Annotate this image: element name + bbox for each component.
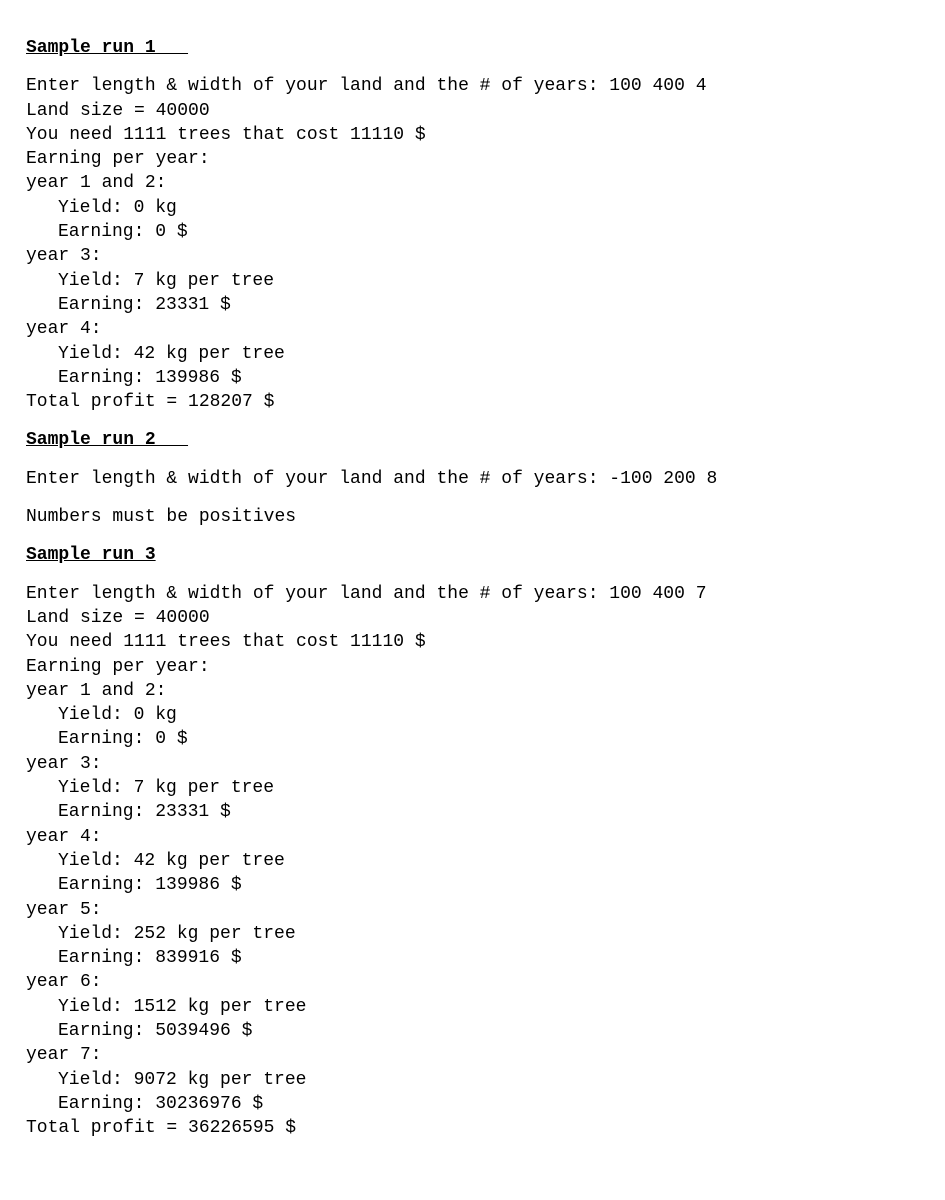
- heading-run3: Sample run 3: [26, 543, 919, 567]
- text-line: Earning per year:: [26, 147, 919, 171]
- heading-run1: Sample run 1: [26, 36, 919, 60]
- heading-run2: Sample run 2: [26, 428, 919, 452]
- text-line: Enter length & width of your land and th…: [26, 582, 919, 606]
- text-line: Yield: 1512 kg per tree: [26, 995, 919, 1019]
- text-line: year 3:: [26, 752, 919, 776]
- text-line: Earning per year:: [26, 655, 919, 679]
- text-line: Earning: 23331 $: [26, 800, 919, 824]
- text-line: Earning: 139986 $: [26, 873, 919, 897]
- text-line: year 1 and 2:: [26, 679, 919, 703]
- text-line: year 6:: [26, 970, 919, 994]
- text-line: year 4:: [26, 317, 919, 341]
- blank-line: [26, 491, 919, 505]
- text-line: year 3:: [26, 244, 919, 268]
- text-line: Yield: 7 kg per tree: [26, 269, 919, 293]
- text-line: Numbers must be positives: [26, 505, 919, 529]
- text-line: Earning: 23331 $: [26, 293, 919, 317]
- text-line: Earning: 139986 $: [26, 366, 919, 390]
- text-line: Total profit = 128207 $: [26, 390, 919, 414]
- text-line: Earning: 30236976 $: [26, 1092, 919, 1116]
- text-line: You need 1111 trees that cost 11110 $: [26, 123, 919, 147]
- text-line: Earning: 0 $: [26, 220, 919, 244]
- text-line: Yield: 0 kg: [26, 196, 919, 220]
- text-line: Earning: 839916 $: [26, 946, 919, 970]
- text-line: year 4:: [26, 825, 919, 849]
- text-line: Yield: 7 kg per tree: [26, 776, 919, 800]
- text-line: year 5:: [26, 898, 919, 922]
- text-line: year 1 and 2:: [26, 171, 919, 195]
- text-line: year 7:: [26, 1043, 919, 1067]
- text-line: Total profit = 36226595 $: [26, 1116, 919, 1140]
- text-line: Yield: 252 kg per tree: [26, 922, 919, 946]
- text-line: Yield: 42 kg per tree: [26, 342, 919, 366]
- text-line: Land size = 40000: [26, 99, 919, 123]
- text-line: You need 1111 trees that cost 11110 $: [26, 630, 919, 654]
- text-line: Yield: 9072 kg per tree: [26, 1068, 919, 1092]
- text-line: Earning: 0 $: [26, 727, 919, 751]
- text-line: Yield: 0 kg: [26, 703, 919, 727]
- text-line: Enter length & width of your land and th…: [26, 467, 919, 491]
- text-line: Yield: 42 kg per tree: [26, 849, 919, 873]
- text-line: Land size = 40000: [26, 606, 919, 630]
- text-line: Enter length & width of your land and th…: [26, 74, 919, 98]
- text-line: Earning: 5039496 $: [26, 1019, 919, 1043]
